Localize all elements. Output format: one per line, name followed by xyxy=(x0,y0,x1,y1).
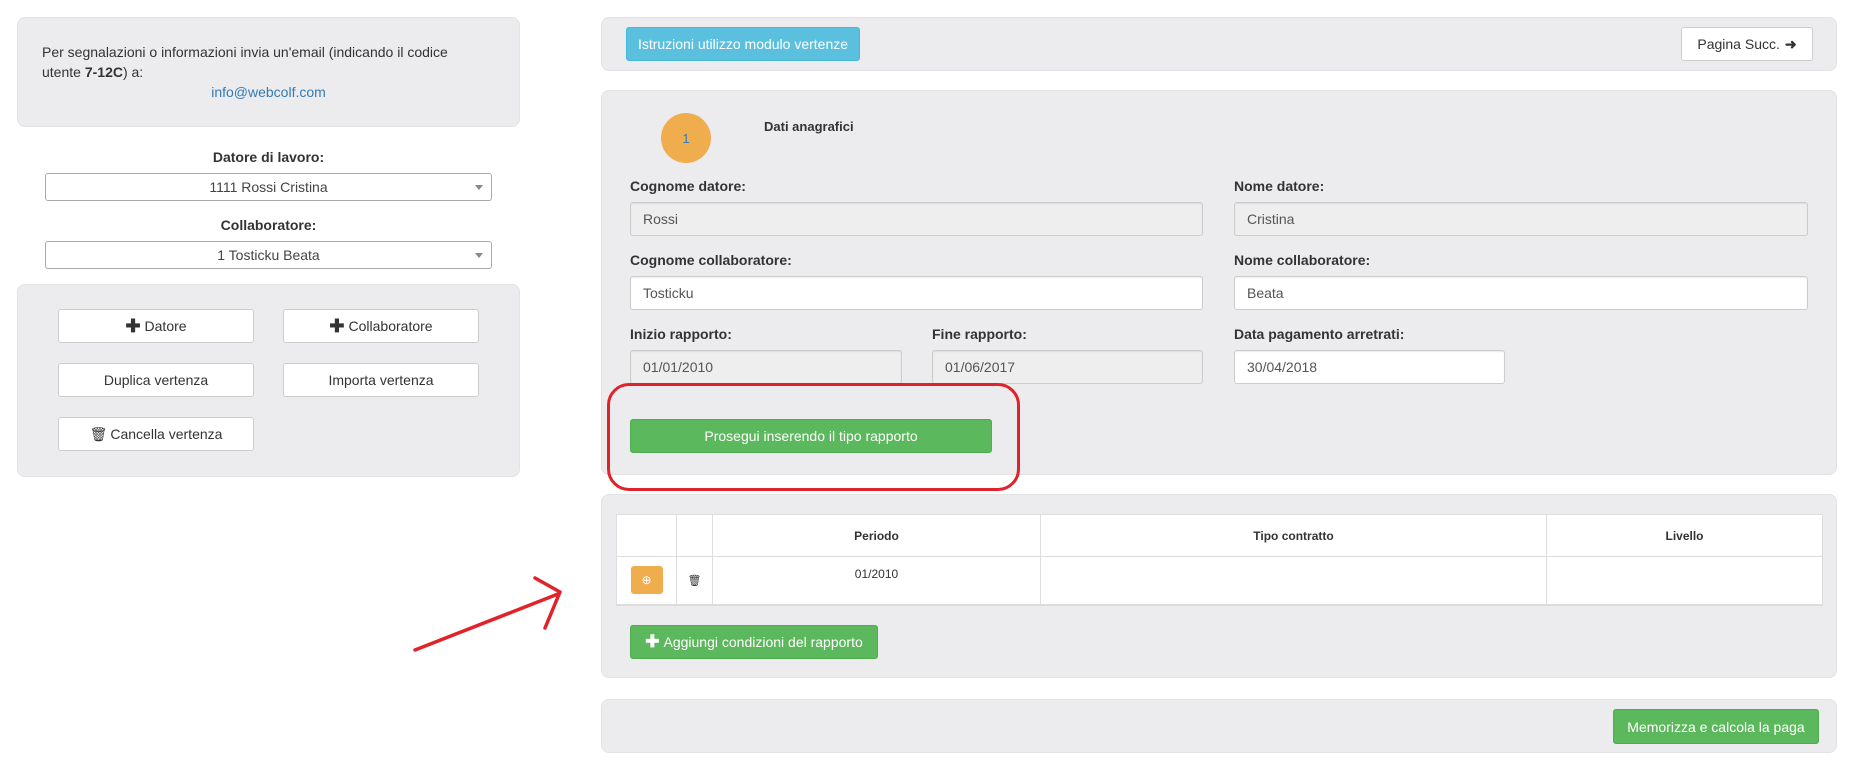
next-page-label: Pagina Succ. xyxy=(1697,36,1780,52)
collaborator-label: Collaboratore: xyxy=(220,217,317,233)
add-conditions-label: Aggiungi condizioni del rapporto xyxy=(663,634,863,650)
add-employer-label: Datore xyxy=(144,318,187,334)
annotation-highlight-box xyxy=(607,383,1020,491)
duplicate-button[interactable]: Duplica vertenza xyxy=(58,363,254,397)
chevron-down-icon xyxy=(475,185,483,190)
footer-bar: Memorizza e calcola la paga xyxy=(601,699,1837,753)
end-label: Fine rapporto: xyxy=(932,326,1027,342)
add-collaborator-label: Collaboratore xyxy=(348,318,433,334)
header-tipo-contratto: Tipo contratto xyxy=(1040,514,1547,557)
header-delete xyxy=(676,514,713,557)
info-text-pre: Per segnalazioni o informazioni invia un… xyxy=(42,44,448,80)
zoom-cell: ⊕ xyxy=(616,556,677,605)
periodo-cell: 01/2010 xyxy=(712,556,1041,605)
step-title: Dati anagrafici xyxy=(764,119,854,134)
trash-icon: 🗑 xyxy=(89,425,108,442)
info-panel: Per segnalazioni o informazioni invia un… xyxy=(17,17,520,127)
employer-surname-field[interactable]: Rossi xyxy=(630,202,1203,236)
delete-cell: 🗑 xyxy=(676,556,713,605)
continue-button[interactable]: Prosegui inserendo il tipo rapporto xyxy=(630,419,992,453)
plus-icon: ✚ xyxy=(125,315,141,336)
step-number: 1 xyxy=(682,130,690,146)
collab-surname-field[interactable]: Tosticku xyxy=(630,276,1203,310)
add-conditions-button[interactable]: ✚ Aggiungi condizioni del rapporto xyxy=(630,625,878,659)
top-bar: Istruzioni utilizzo modulo vertenze Pagi… xyxy=(601,17,1837,71)
employer-name-field[interactable]: Cristina xyxy=(1234,202,1808,236)
collab-surname-label: Cognome collaboratore: xyxy=(630,252,792,268)
zoom-in-button[interactable]: ⊕ xyxy=(630,566,663,595)
employer-surname-label: Cognome datore: xyxy=(630,178,746,194)
end-date-field[interactable]: 01/06/2017 xyxy=(932,350,1203,384)
livello-cell xyxy=(1546,556,1823,605)
actions-panel: ✚ Datore ✚ Collaboratore Duplica vertenza … xyxy=(17,284,520,477)
tipo-contratto-cell xyxy=(1040,556,1547,605)
collaborator-select[interactable]: 1 Tosticku Beata xyxy=(45,241,492,269)
collab-name-field[interactable]: Beata xyxy=(1234,276,1808,310)
table-row: ⊕ 🗑 01/2010 xyxy=(616,556,1823,605)
collab-name-label: Nome collaboratore: xyxy=(1234,252,1371,268)
employer-value: 1111 Rossi Cristina xyxy=(209,179,328,195)
step-badge: 1 xyxy=(661,113,711,163)
header-livello: Livello xyxy=(1546,514,1823,557)
instructions-button[interactable]: Istruzioni utilizzo modulo vertenze xyxy=(626,27,860,61)
employer-label: Datore di lavoro: xyxy=(212,149,325,165)
arrow-right-icon: ➜ xyxy=(1784,35,1797,52)
email-link[interactable]: info@webcolf.com xyxy=(211,84,326,100)
start-label: Inizio rapporto: xyxy=(630,326,732,342)
delete-label: Cancella vertenza xyxy=(110,426,223,442)
save-calculate-button[interactable]: Memorizza e calcola la paga xyxy=(1613,709,1819,744)
next-page-button[interactable]: Pagina Succ. ➜ xyxy=(1681,27,1813,61)
payment-label: Data pagamento arretrati: xyxy=(1234,326,1405,342)
plus-icon: ✚ xyxy=(645,632,660,651)
payment-date-field[interactable]: 30/04/2018 xyxy=(1234,350,1505,384)
add-employer-button[interactable]: ✚ Datore xyxy=(58,309,254,343)
employer-name-label: Nome datore: xyxy=(1234,178,1325,194)
add-collaborator-button[interactable]: ✚ Collaboratore xyxy=(283,309,479,343)
conditions-table: Periodo Tipo contratto Livello ⊕ 🗑 01/20… xyxy=(616,514,1823,606)
annotation-arrow xyxy=(413,576,562,652)
table-header-row: Periodo Tipo contratto Livello xyxy=(616,514,1823,557)
delete-button[interactable]: 🗑 Cancella vertenza xyxy=(58,417,254,451)
plus-icon: ✚ xyxy=(329,315,345,336)
start-date-field[interactable]: 01/01/2010 xyxy=(630,350,902,384)
chevron-down-icon xyxy=(475,253,483,258)
header-periodo: Periodo xyxy=(712,514,1041,557)
import-button[interactable]: Importa vertenza xyxy=(283,363,479,397)
info-text-post: ) a: xyxy=(122,64,144,80)
trash-icon[interactable]: 🗑 xyxy=(687,575,702,588)
collaborator-value: 1 Tosticku Beata xyxy=(217,247,320,263)
user-code: 7-12C xyxy=(84,64,123,80)
info-text: Per segnalazioni o informazioni invia un… xyxy=(42,42,482,82)
employer-select[interactable]: 1111 Rossi Cristina xyxy=(45,173,492,201)
header-actions xyxy=(616,514,677,557)
